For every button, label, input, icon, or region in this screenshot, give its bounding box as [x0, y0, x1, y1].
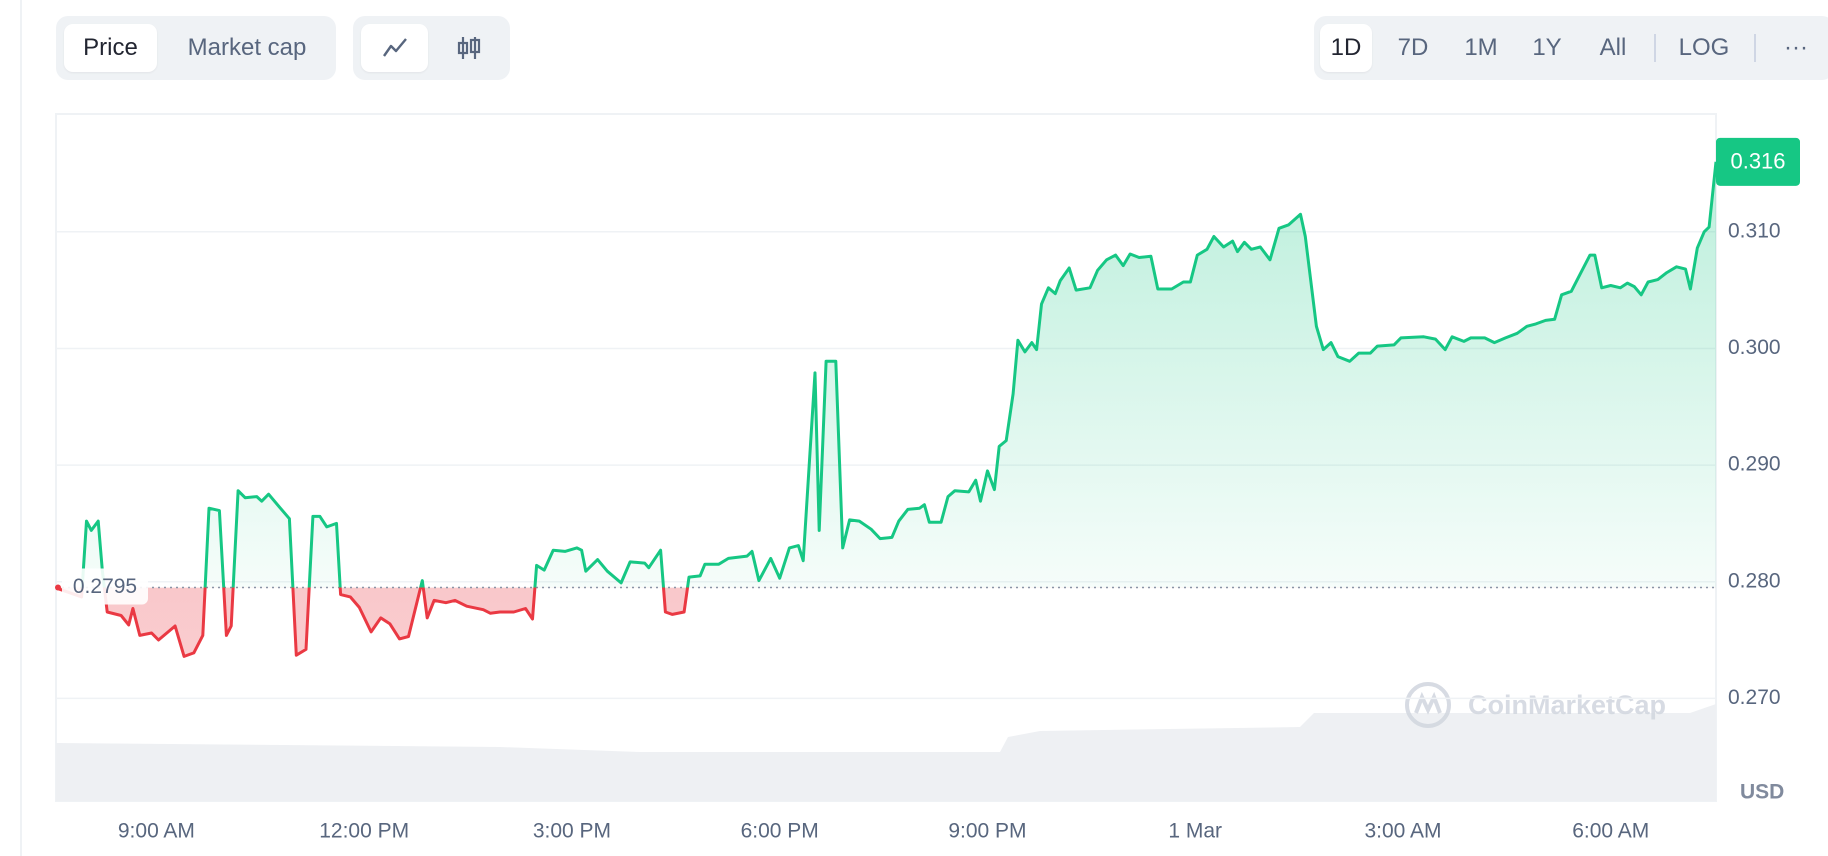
- range-1y[interactable]: 1Y: [1532, 34, 1562, 61]
- y-tick-label: 0.270: [1728, 686, 1781, 709]
- price-button[interactable]: Price: [64, 24, 157, 72]
- range-toggle: 1D 7D 1M 1Y All LOG ···: [1314, 16, 1828, 80]
- y-tick-label: 0.290: [1728, 453, 1781, 476]
- baseline-dot: [55, 584, 61, 591]
- more-button[interactable]: ···: [1784, 34, 1808, 61]
- x-tick-label: 12:00 PM: [319, 820, 409, 840]
- range-1d[interactable]: 1D: [1320, 24, 1372, 72]
- baseline-label-box: [62, 568, 148, 605]
- price-area: [58, 161, 1717, 657]
- range-1m[interactable]: 1M: [1464, 34, 1498, 61]
- x-tick-label: 1 Mar: [1168, 820, 1222, 840]
- y-tick-label: 0.310: [1728, 219, 1781, 242]
- watermark-logo: [1405, 682, 1451, 728]
- x-tick-label: 3:00 AM: [1364, 820, 1441, 840]
- watermark: CoinMarketCap: [1405, 682, 1666, 728]
- range-7d[interactable]: 7D: [1397, 34, 1429, 61]
- y-tick-label: 0.300: [1728, 336, 1781, 359]
- range-all[interactable]: All: [1599, 34, 1627, 61]
- x-tick-label: 6:00 AM: [1572, 820, 1649, 840]
- candle-style-button[interactable]: [435, 24, 502, 72]
- price-line: [57, 161, 1718, 658]
- volume-backdrop: [56, 704, 1716, 801]
- watermark-logo-mark: [1414, 691, 1442, 715]
- line-style-button[interactable]: [361, 24, 428, 72]
- x-tick-label: 9:00 AM: [118, 820, 195, 840]
- separator: [1754, 34, 1756, 62]
- x-tick-label: 3:00 PM: [533, 820, 611, 840]
- market-cap-button[interactable]: Market cap: [187, 34, 307, 61]
- y-tick-label: 0.280: [1728, 569, 1781, 592]
- candle-icon: [457, 37, 480, 59]
- chart: CoinMarketCap USD 0.270 0.280 0.290 0.300 0.…: [55, 113, 1800, 840]
- last-price-box: [1716, 137, 1800, 186]
- baseline-label: 0.2795: [73, 575, 137, 598]
- log-button[interactable]: LOG: [1678, 34, 1730, 61]
- line-icon: [382, 38, 407, 57]
- separator: [1654, 34, 1656, 62]
- watermark-text: CoinMarketCap: [1468, 690, 1666, 720]
- x-tick-label: 9:00 PM: [948, 820, 1026, 840]
- kind-toggle: Price Market cap: [56, 16, 336, 80]
- x-tick-label: 6:00 PM: [741, 820, 819, 840]
- y-unit: USD: [1740, 781, 1784, 804]
- left-rule: [20, 0, 22, 856]
- last-price-label: 0.316: [1730, 149, 1785, 174]
- style-toggle: [353, 16, 510, 80]
